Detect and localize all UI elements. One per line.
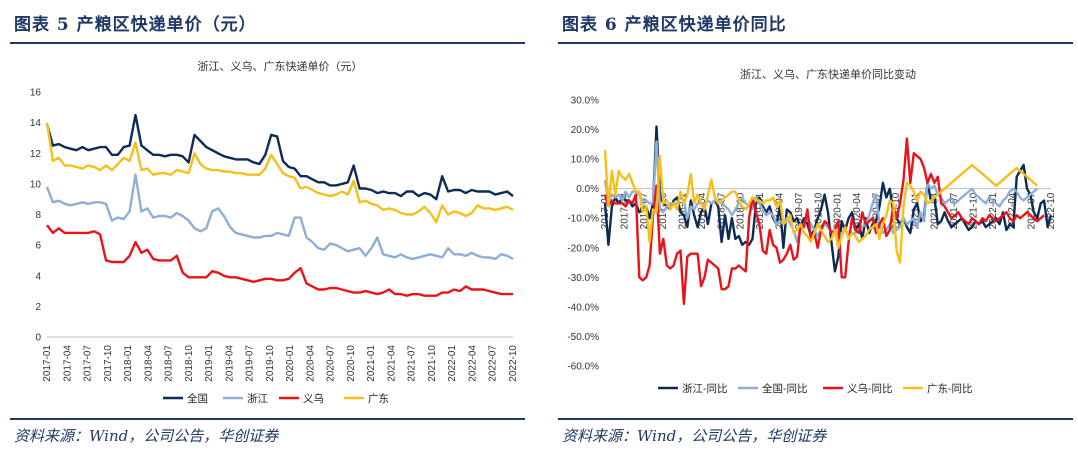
source-note-right: 资料来源：Wind，公司公告，华创证券 bbox=[562, 427, 827, 445]
title-rule-left bbox=[10, 42, 525, 44]
legend-label: 全国-同比 bbox=[762, 382, 808, 395]
y-tick-label: 14 bbox=[30, 118, 42, 129]
x-tick-label: 2021-07 bbox=[949, 192, 960, 229]
series-line bbox=[46, 224, 513, 297]
x-tick-label: 2022-04 bbox=[1007, 192, 1018, 229]
x-tick-label: 2018-10 bbox=[184, 345, 195, 382]
legend-label: 浙江-同比 bbox=[682, 382, 728, 395]
y-tick-label: -10.0% bbox=[567, 214, 599, 225]
y-tick-label: 12 bbox=[30, 149, 42, 160]
x-tick-label: 2019-07 bbox=[794, 192, 805, 229]
legend-label: 广东 bbox=[368, 392, 389, 405]
y-tick-label: 2 bbox=[35, 302, 41, 313]
x-tick-label: 2017-01 bbox=[42, 345, 53, 382]
x-tick-label: 2022-01 bbox=[988, 192, 999, 229]
y-tick-label: 10.0% bbox=[571, 155, 599, 166]
x-tick-label: 2018-10 bbox=[736, 192, 747, 229]
y-tick-label: -20.0% bbox=[567, 243, 599, 254]
y-tick-label: 0.0% bbox=[576, 184, 599, 195]
x-tick-label: 2022-10 bbox=[1046, 192, 1057, 229]
source-rule-left bbox=[10, 418, 525, 420]
x-tick-label: 2021-10 bbox=[968, 192, 979, 229]
y-tick-label: 10 bbox=[30, 179, 42, 190]
x-tick-label: 2020-01 bbox=[285, 345, 296, 382]
x-tick-label: 2020-10 bbox=[346, 345, 357, 382]
legend-label: 广东-同比 bbox=[927, 382, 973, 395]
y-tick-label: 16 bbox=[30, 88, 42, 99]
x-tick-label: 2021-01 bbox=[366, 345, 377, 382]
x-tick-label: 2018-07 bbox=[164, 345, 175, 382]
y-tick-label: 8 bbox=[35, 210, 41, 221]
x-tick-label: 2017-04 bbox=[619, 192, 630, 229]
right-panel: 图表 6 产粮区快递单价同比 浙江、义乌、广东快递单价同比变动 -60.0% -50… bbox=[548, 0, 1078, 461]
y-tick-label: 20.0% bbox=[571, 125, 599, 136]
x-tick-label: 2021-10 bbox=[427, 345, 438, 382]
x-tick-label: 2021-04 bbox=[386, 345, 397, 382]
legend-label: 全国 bbox=[187, 392, 208, 405]
x-tick-label: 2017-04 bbox=[62, 345, 73, 382]
source-note-left: 资料来源：Wind，公司公告，华创证券 bbox=[14, 427, 279, 445]
x-tick-label: 2022-01 bbox=[447, 345, 458, 382]
chart-title: 浙江、义乌、广东快递单价（元） bbox=[198, 59, 363, 73]
x-tick-label: 2018-07 bbox=[716, 192, 727, 229]
x-tick-label: 2019-10 bbox=[813, 192, 824, 229]
x-tick-label: 2017-07 bbox=[83, 345, 94, 382]
x-tick-label: 2018-01 bbox=[678, 192, 689, 229]
x-tick-label: 2019-04 bbox=[224, 345, 235, 382]
y-tick-label: -50.0% bbox=[567, 332, 599, 343]
x-tick-label: 2018-04 bbox=[143, 345, 154, 382]
source-rule-right bbox=[558, 418, 1073, 420]
y-tick-label: 30.0% bbox=[571, 96, 599, 107]
x-tick-label: 2019-01 bbox=[204, 345, 215, 382]
y-tick-label: -40.0% bbox=[567, 302, 599, 313]
x-tick-label: 2021-01 bbox=[910, 192, 921, 229]
chart-title: 浙江、义乌、广东快递单价同比变动 bbox=[740, 67, 916, 81]
y-tick-label: 6 bbox=[35, 241, 41, 252]
x-tick-label: 2020-04 bbox=[305, 345, 316, 382]
x-tick-label: 2020-07 bbox=[326, 345, 337, 382]
legend-label: 义乌-同比 bbox=[847, 382, 893, 395]
legend-label: 浙江 bbox=[247, 393, 268, 405]
figure-title-left: 图表 5 产粮区快递单价（元） bbox=[14, 15, 257, 35]
x-tick-label: 2022-07 bbox=[1027, 192, 1038, 229]
yoy-change-chart: 浙江、义乌、广东快递单价同比变动 -60.0% -50.0% -40.0% -30.0%… bbox=[567, 67, 1057, 395]
x-tick-label: 2019-10 bbox=[265, 345, 276, 382]
x-tick-label: 2022-04 bbox=[467, 345, 478, 382]
series-line bbox=[45, 173, 514, 261]
series-line bbox=[45, 122, 514, 224]
x-tick-label: 2022-10 bbox=[508, 345, 519, 382]
series-line bbox=[603, 150, 1039, 264]
y-tick-label: -30.0% bbox=[567, 273, 599, 284]
x-tick-label: 2020-10 bbox=[891, 192, 902, 229]
x-tick-label: 2019-01 bbox=[755, 192, 766, 229]
title-rule-right bbox=[558, 42, 1073, 44]
x-tick-label: 2020-01 bbox=[833, 192, 844, 229]
series-line bbox=[603, 125, 1053, 273]
y-tick-label: 0 bbox=[35, 333, 41, 344]
y-tick-label: -60.0% bbox=[567, 362, 599, 373]
series-line bbox=[603, 137, 1045, 306]
x-tick-label: 2018-01 bbox=[123, 345, 134, 382]
series-line bbox=[45, 113, 514, 201]
y-tick-label: 4 bbox=[35, 271, 41, 282]
x-tick-label: 2022-07 bbox=[488, 345, 499, 382]
legend-label: 义乌 bbox=[303, 392, 324, 405]
unit-price-chart: 浙江、义乌、广东快递单价（元） 0 2 4 6 8 10 12 14 16 2017-01 2017-… bbox=[30, 59, 519, 405]
x-tick-label: 2020-04 bbox=[852, 192, 863, 229]
x-tick-label: 2021-07 bbox=[407, 345, 418, 382]
left-panel: 图表 5 产粮区快递单价（元） 浙江、义乌、广东快递单价（元） 0 2 4 6 8 10 12… bbox=[0, 0, 530, 461]
figure-title-right: 图表 6 产粮区快递单价同比 bbox=[562, 15, 787, 35]
x-tick-label: 2019-07 bbox=[245, 345, 256, 382]
x-tick-label: 2017-10 bbox=[103, 345, 114, 382]
